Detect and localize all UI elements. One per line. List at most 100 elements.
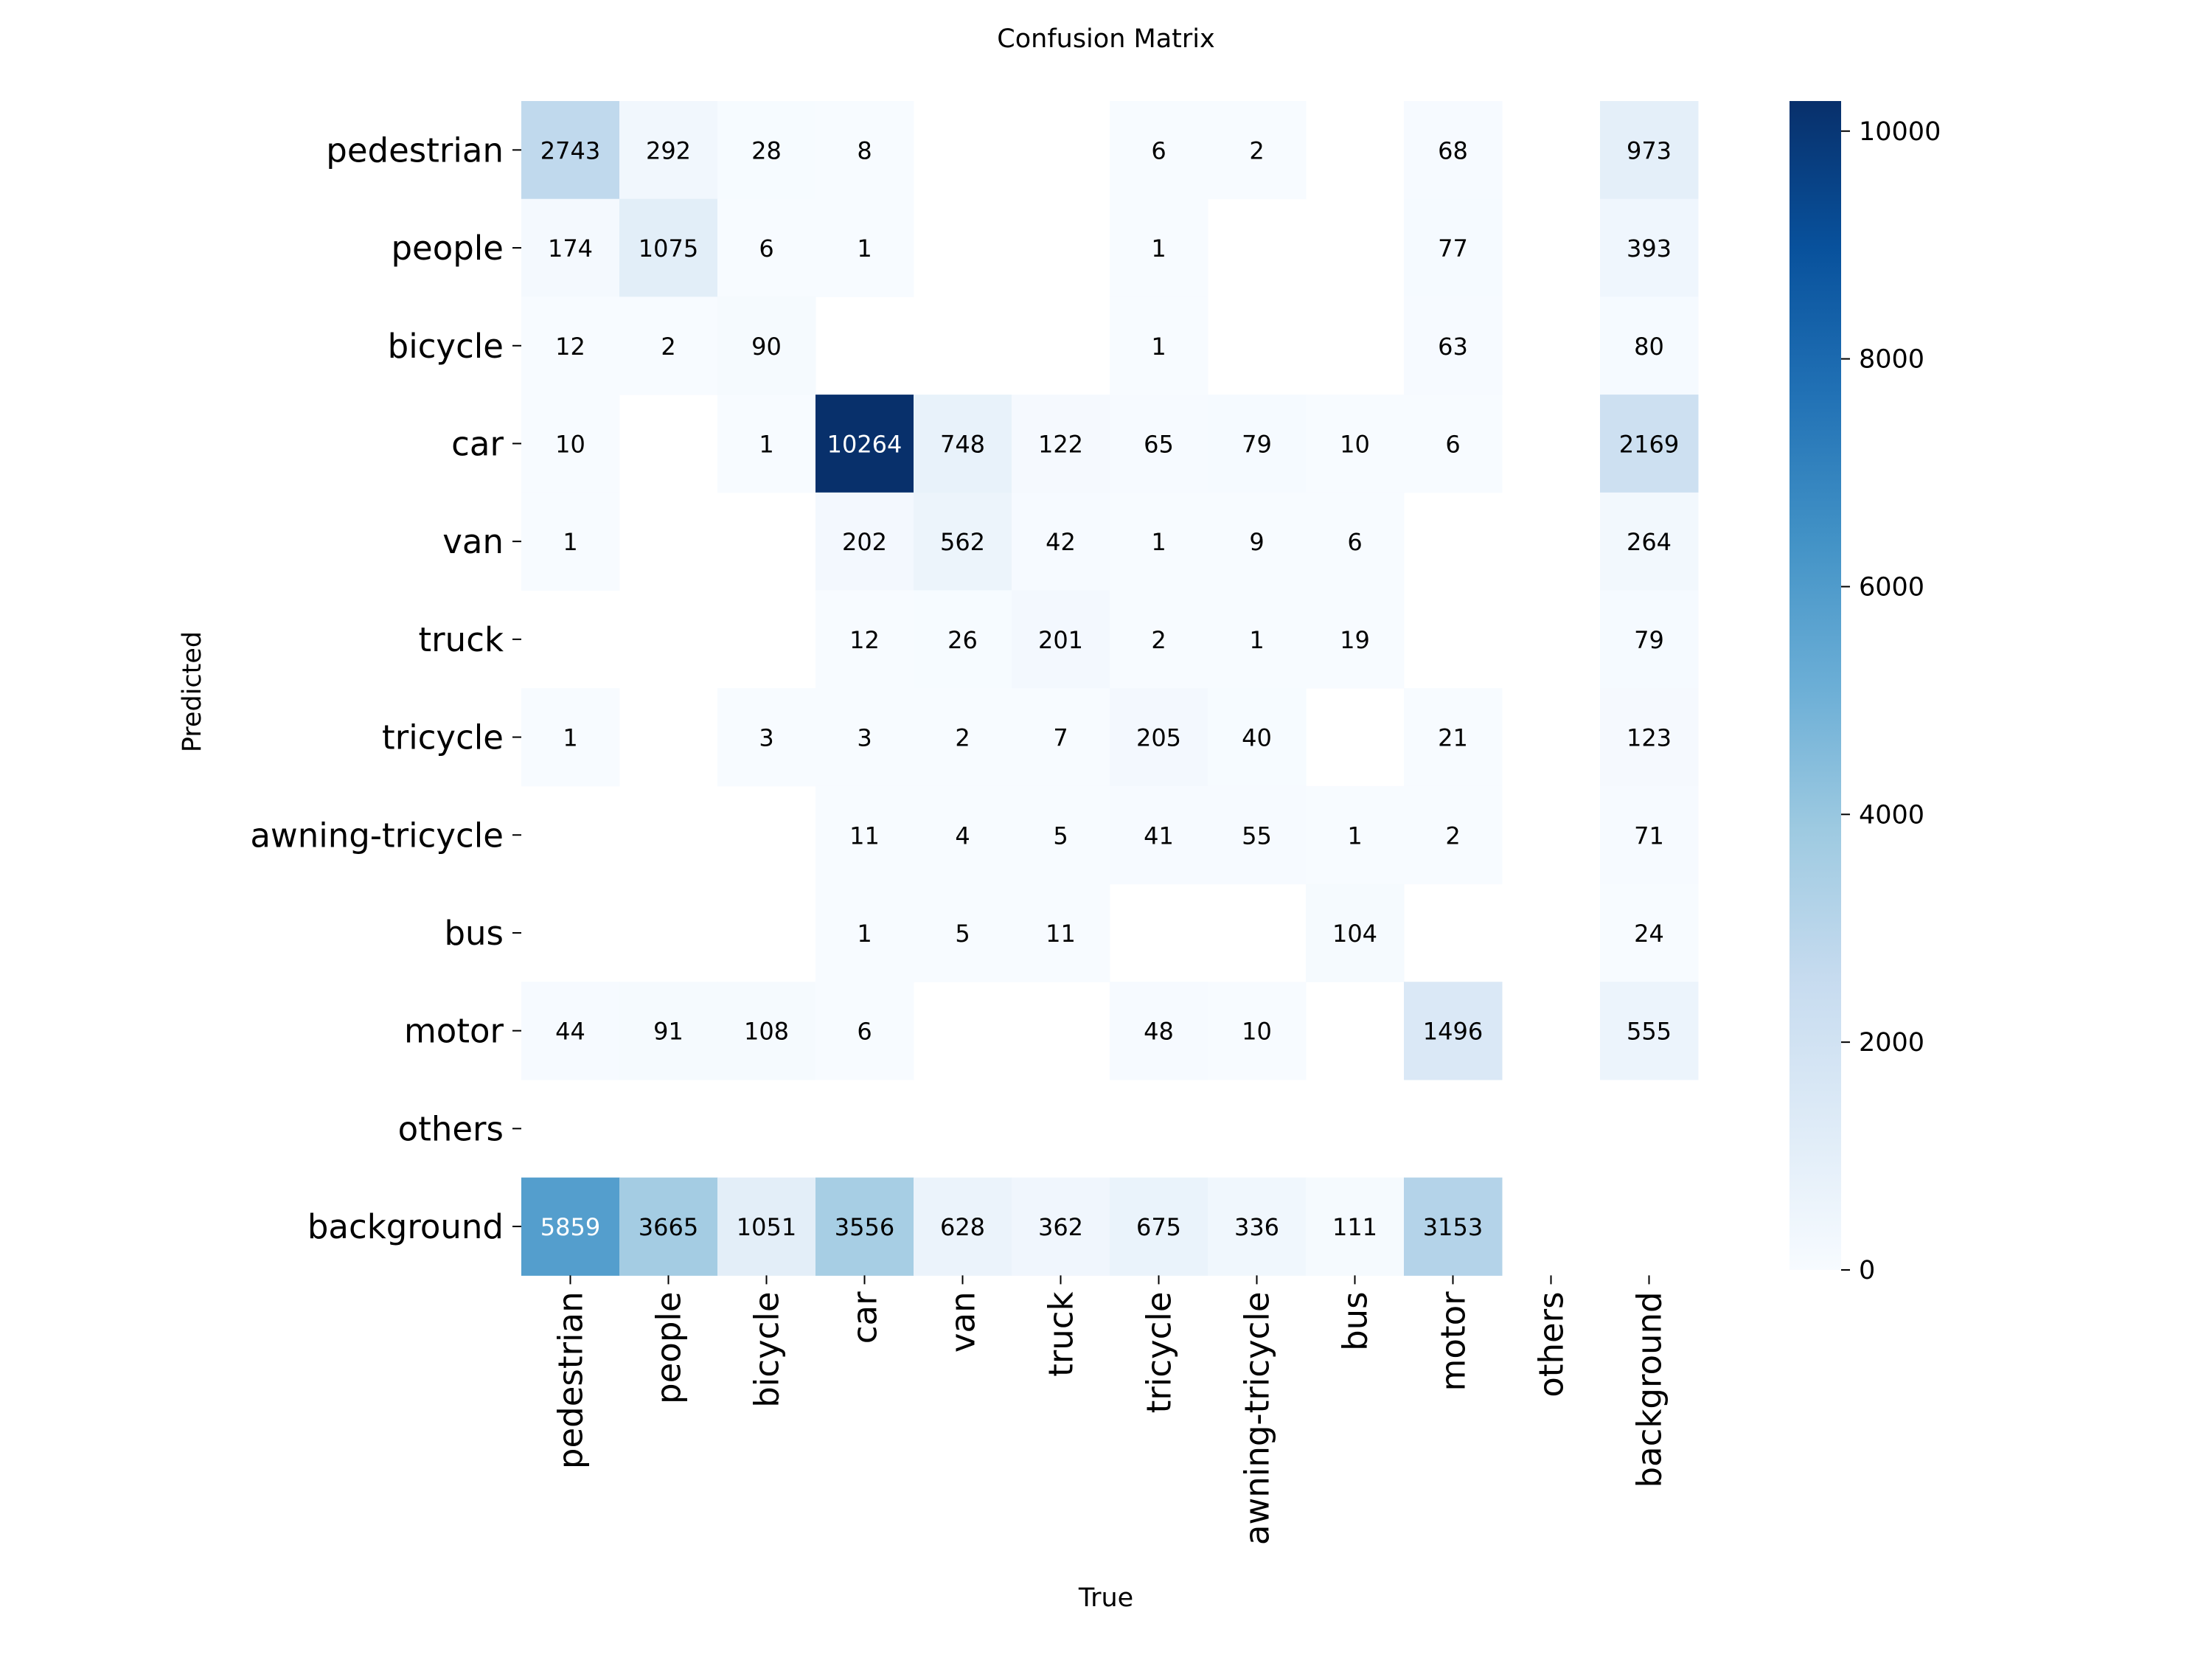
cell-value-label: 10	[1242, 1018, 1272, 1046]
cell-value-label: 2	[1151, 626, 1166, 654]
heatmap-cell	[1012, 395, 1110, 493]
cell-value-label: 3665	[639, 1213, 698, 1241]
cell-value-label: 1	[1151, 528, 1166, 556]
y-tick-label: background	[307, 1207, 504, 1246]
cell-value-label: 5859	[540, 1213, 600, 1241]
cell-value-label: 41	[1144, 822, 1174, 850]
heatmap-cell	[815, 688, 914, 787]
cell-value-label: 90	[751, 333, 782, 361]
heatmap-cell	[815, 982, 914, 1080]
y-tick-label: motor	[404, 1012, 504, 1051]
cell-value-label: 562	[940, 528, 985, 556]
heatmap-cell	[1600, 101, 1699, 200]
heatmap-cell	[1600, 296, 1699, 395]
heatmap-cell	[1012, 492, 1110, 591]
heatmap-cell	[1110, 590, 1208, 689]
cell-value-label: 2	[1249, 136, 1264, 164]
cell-value-label: 65	[1144, 430, 1174, 458]
heatmap-cell	[717, 395, 816, 493]
heatmap-cell	[1600, 492, 1699, 591]
heatmap-cell	[815, 492, 914, 591]
cell-value-label: 11	[849, 822, 880, 850]
x-tick-label: tricycle	[1140, 1291, 1179, 1413]
heatmap-cell	[1012, 590, 1110, 689]
cell-value-label: 123	[1627, 724, 1672, 752]
cell-value-label: 28	[751, 136, 782, 164]
cell-value-label: 973	[1627, 136, 1672, 164]
colorbar-tick-label: 8000	[1859, 345, 1924, 375]
cell-value-label: 80	[1634, 333, 1664, 361]
heatmap-cell	[1600, 198, 1699, 297]
y-tick-label: awning-tricycle	[250, 816, 504, 855]
cell-value-label: 2743	[540, 136, 600, 164]
y-tick-label: bus	[444, 914, 504, 953]
colorbar-tick-label: 0	[1859, 1256, 1875, 1285]
cell-value-label: 1	[857, 920, 872, 948]
heatmap-cell	[1404, 785, 1503, 885]
heatmap-cell	[1110, 198, 1208, 297]
cell-value-label: 10	[555, 430, 585, 458]
heatmap-cell	[1110, 395, 1208, 493]
heatmap-cell	[1600, 785, 1699, 885]
cell-value-label: 1496	[1423, 1018, 1483, 1046]
heatmap-cell	[1208, 395, 1307, 493]
heatmap-cell	[1306, 785, 1405, 885]
heatmap-cell	[1110, 492, 1208, 591]
cell-value-label: 6	[1347, 528, 1362, 556]
heatmap-cell	[1600, 688, 1699, 787]
heatmap-cell	[1110, 688, 1208, 787]
x-axis: pedestrian people bicycle car van truck tricyc…	[552, 1275, 1669, 1545]
y-tick-label: pedestrian	[326, 131, 504, 170]
heatmap-cell	[815, 198, 914, 297]
heatmap-cell	[1306, 590, 1405, 689]
cell-value-label: 1	[1249, 626, 1264, 654]
heatmap-cell	[1208, 982, 1307, 1080]
cell-value-label: 3	[857, 724, 872, 752]
heatmap-cell	[914, 883, 1012, 982]
cell-value-label: 79	[1242, 430, 1272, 458]
cell-value-label: 10	[1340, 430, 1370, 458]
cell-value-label: 77	[1438, 235, 1468, 263]
cell-value-label: 555	[1627, 1018, 1672, 1046]
cell-value-label: 201	[1038, 626, 1083, 654]
cell-value-label: 104	[1332, 920, 1377, 948]
heatmap-cell	[1306, 395, 1405, 493]
x-tick-label: others	[1532, 1291, 1571, 1397]
heatmap-cell	[619, 296, 718, 395]
cell-value-label: 55	[1242, 822, 1272, 850]
x-tick-label: bus	[1336, 1291, 1375, 1351]
cell-value-label: 2169	[1619, 430, 1679, 458]
heatmap-cell	[521, 395, 620, 493]
cell-value-label: 63	[1438, 333, 1468, 361]
cell-value-label: 1	[1347, 822, 1362, 850]
heatmap-cell	[1600, 982, 1699, 1080]
heatmap-cell	[1306, 492, 1405, 591]
y-tick-label: truck	[419, 620, 504, 659]
x-tick-label: car	[846, 1291, 885, 1344]
heatmap-cell	[1012, 785, 1110, 885]
heatmap-cell	[717, 101, 816, 200]
heatmap-cell	[1404, 1177, 1503, 1276]
cell-value-label: 6	[1445, 430, 1460, 458]
y-tick-label: tricycle	[382, 718, 504, 757]
x-tick-label: pedestrian	[552, 1291, 591, 1469]
cell-value-label: 1	[857, 235, 872, 263]
heatmap-cell	[815, 101, 914, 200]
y-tick-label: car	[451, 424, 504, 463]
heatmap-cell	[619, 198, 718, 297]
colorbar-tick-label: 4000	[1859, 800, 1924, 830]
cell-value-label: 12	[849, 626, 880, 654]
heatmap-cell	[1208, 492, 1307, 591]
cell-value-label: 5	[955, 920, 970, 948]
cell-value-label: 71	[1634, 822, 1664, 850]
cell-value-label: 1	[563, 724, 577, 752]
cell-value-label: 42	[1046, 528, 1076, 556]
heatmap-cell	[1012, 688, 1110, 787]
cell-value-label: 2	[1445, 822, 1460, 850]
cell-value-label: 1075	[639, 235, 698, 263]
x-axis-label: True	[1078, 1583, 1133, 1613]
cell-value-label: 1051	[737, 1213, 796, 1241]
heatmap-cell	[914, 590, 1012, 689]
